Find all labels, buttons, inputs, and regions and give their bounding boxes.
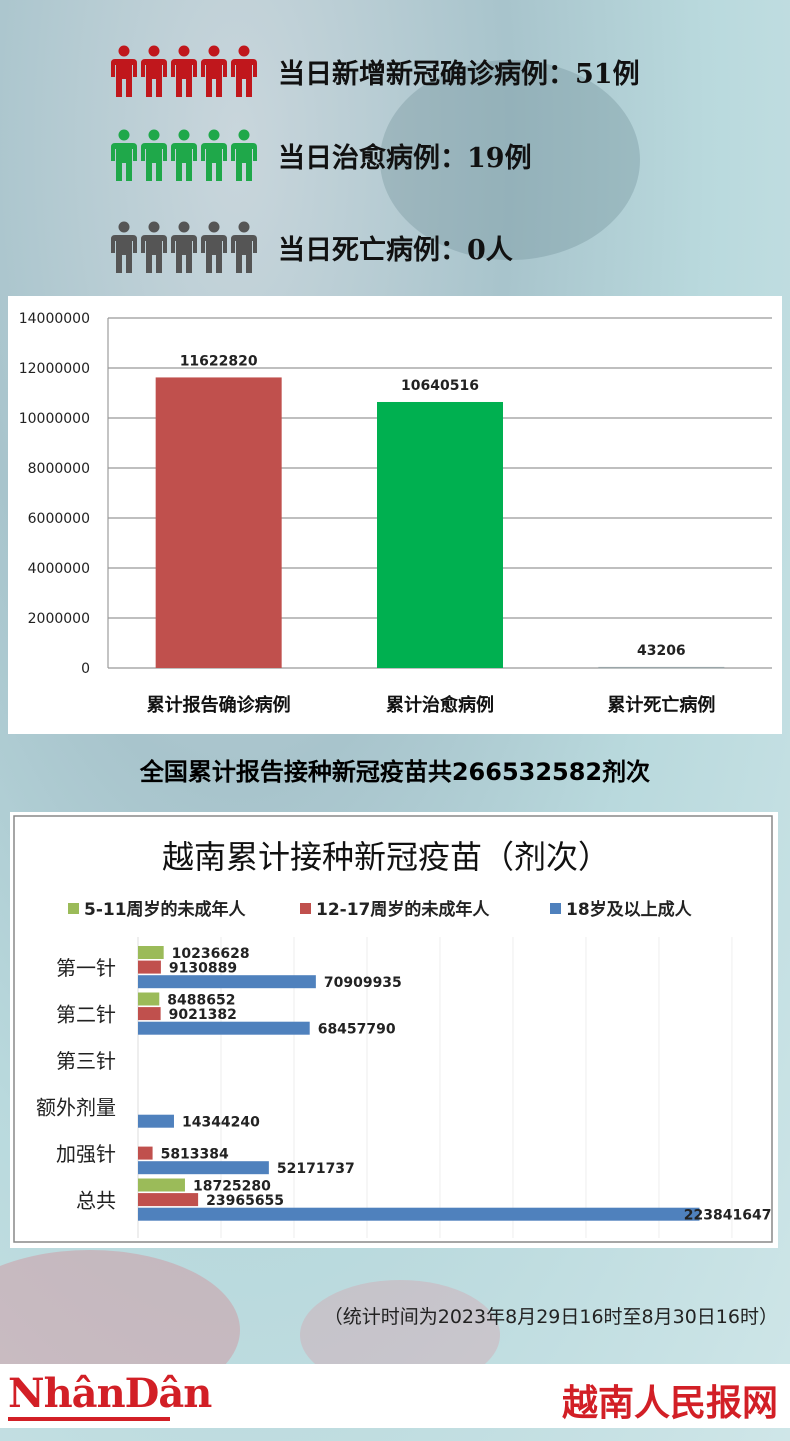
y-category-label: 第三针 — [56, 1049, 116, 1073]
bar-value-label: 10236628 — [172, 946, 250, 962]
nhandan-logo: NhânDân — [8, 1370, 212, 1417]
bar-value-label: 10640516 — [401, 378, 479, 394]
y-category-label: 第二针 — [56, 1003, 116, 1027]
person-icon — [111, 129, 137, 181]
bar-value-label: 23965655 — [206, 1193, 284, 1209]
bar-value-label: 14344240 — [182, 1115, 260, 1131]
person-icon — [171, 45, 197, 97]
bar — [138, 1178, 185, 1192]
bar — [138, 1161, 269, 1175]
person-icon — [201, 45, 227, 97]
cumulative-cases-chart-panel: 0 2000000 4000000 6000000 8000000 10000000 120… — [8, 296, 782, 734]
bar-value-label: 9130889 — [169, 961, 237, 977]
bar — [138, 992, 160, 1006]
person-icon — [201, 221, 227, 273]
person-icon — [111, 221, 137, 273]
bar — [138, 960, 161, 974]
x-category-label: 累计治愈病例 — [386, 694, 494, 716]
vaccination-chart-panel: 越南累计接种新冠疫苗（剂次） 5-11周岁的未成年人 12-17周岁的未成年人 18岁… — [10, 812, 778, 1248]
person-icon — [231, 221, 257, 273]
new-cases-label: 当日新增新冠确诊病例： — [278, 58, 575, 90]
bar — [138, 946, 164, 959]
y-tick-label: 2000000 — [28, 611, 90, 627]
bar-value-label: 52171737 — [277, 1161, 355, 1177]
statistics-period-note: （统计时间为2023年8月29日16时至8月30日16时） — [323, 1306, 778, 1328]
new-cases-value: 51例 — [575, 58, 640, 90]
person-icon — [141, 221, 167, 273]
y-tick-label: 8000000 — [28, 461, 90, 477]
y-tick-label: 4000000 — [28, 561, 90, 577]
bar-value-label: 70909935 — [324, 975, 402, 991]
y-tick-label: 0 — [81, 661, 90, 677]
y-tick-label: 14000000 — [19, 311, 90, 327]
x-category-label: 累计报告确诊病例 — [147, 694, 291, 716]
new-cases-row: 当日新增新冠确诊病例：51例 — [110, 44, 640, 98]
bar — [138, 1021, 310, 1035]
person-icon — [141, 45, 167, 97]
people-icon-group — [110, 129, 258, 181]
chart-title: 越南累计接种新冠疫苗（剂次） — [162, 838, 610, 876]
y-tick-label: 12000000 — [19, 361, 90, 377]
y-category-label: 加强针 — [56, 1142, 116, 1166]
bar — [138, 1146, 153, 1160]
vaccine-total-headline: 全国累计报告接种新冠疫苗共266532582剂次 — [139, 758, 651, 786]
bar — [377, 401, 503, 668]
bar-value-label: 9021382 — [169, 1007, 237, 1023]
cumulative-cases-chart: 0 2000000 4000000 6000000 8000000 10000000 120… — [19, 311, 772, 716]
y-tick-label: 10000000 — [19, 411, 90, 427]
bar-value-label: 11622820 — [180, 353, 258, 369]
person-icon — [231, 45, 257, 97]
deaths-label: 当日死亡病例： — [278, 234, 467, 266]
vaccination-chart: 越南累计接种新冠疫苗（剂次） 5-11周岁的未成年人 12-17周岁的未成年人 18岁… — [13, 815, 773, 1243]
chart-frame — [13, 815, 773, 1243]
legend-label: 12-17周岁的未成年人 — [316, 899, 490, 920]
deaths-value: 0人 — [467, 234, 513, 266]
people-daily-vietnam-logo: 越南人民报网 — [561, 1383, 778, 1424]
legend-swatch — [300, 903, 311, 914]
recovered-label: 当日治愈病例： — [278, 142, 467, 174]
bar-value-label: 18725280 — [193, 1179, 271, 1195]
person-icon — [141, 129, 167, 181]
person-icon — [171, 221, 197, 273]
person-icon — [201, 129, 227, 181]
bar-value-label: 5813384 — [161, 1147, 229, 1163]
people-icon-group — [110, 45, 258, 97]
bar — [138, 1007, 161, 1021]
person-icon — [171, 129, 197, 181]
person-icon — [111, 45, 137, 97]
nhandan-logo-underline — [8, 1417, 170, 1421]
x-category-label: 累计死亡病例 — [607, 694, 715, 716]
person-icon — [231, 129, 257, 181]
background-virus-shape — [380, 60, 640, 260]
legend-label: 18岁及以上成人 — [566, 899, 693, 920]
logo-bar: NhânDân 越南人民报网 — [0, 1364, 790, 1428]
people-icon-group — [110, 221, 258, 273]
legend-label: 5-11周岁的未成年人 — [84, 899, 247, 920]
bar — [138, 975, 316, 989]
legend-swatch — [68, 903, 79, 914]
y-tick-label: 6000000 — [28, 511, 90, 527]
bar-value-label: 68457790 — [318, 1022, 396, 1038]
recovered-value: 19例 — [467, 142, 532, 174]
y-category-label: 总共 — [76, 1189, 116, 1213]
deaths-row: 当日死亡病例：0人 — [110, 220, 513, 274]
y-category-label: 第一针 — [56, 956, 116, 980]
bar — [138, 1114, 174, 1128]
bar-value-label: 8488652 — [167, 993, 235, 1009]
legend-swatch — [550, 903, 561, 914]
bar-value-label: 223841647 — [684, 1208, 772, 1224]
bar — [598, 666, 725, 669]
recovered-row: 当日治愈病例：19例 — [110, 128, 532, 182]
bar — [155, 377, 282, 668]
bar-value-label: 43206 — [637, 643, 686, 659]
bar — [138, 1193, 199, 1207]
bar — [138, 1207, 700, 1221]
y-category-label: 额外剂量 — [36, 1096, 116, 1120]
